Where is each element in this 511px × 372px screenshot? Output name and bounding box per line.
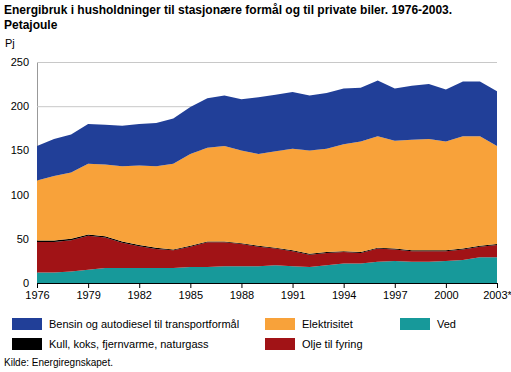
x-tick-label: 1997 bbox=[383, 289, 407, 301]
x-tick-mark bbox=[395, 283, 396, 288]
area bbox=[37, 81, 497, 181]
x-tick: 1979 bbox=[76, 283, 100, 301]
x-tick: 1976 bbox=[25, 283, 49, 301]
legend: Ved Olje til fyring Kull, koks, fjernvarme… bbox=[12, 318, 456, 350]
x-tick-mark bbox=[139, 283, 140, 288]
legend-label: Elektrisitet bbox=[302, 318, 353, 330]
x-tick-label: 1991 bbox=[281, 289, 305, 301]
legend-label: Olje til fyring bbox=[302, 338, 363, 350]
y-axis-line bbox=[38, 63, 498, 284]
x-tick-mark bbox=[446, 283, 447, 288]
x-tick: 1994 bbox=[332, 283, 356, 301]
y-tick-label: 250 bbox=[11, 56, 29, 68]
x-tick: 2003* bbox=[483, 283, 511, 301]
y-axis-label: Pj bbox=[5, 37, 15, 49]
x-tick-mark bbox=[344, 283, 345, 288]
x-tick: 1988 bbox=[230, 283, 254, 301]
x-tick-mark bbox=[293, 283, 294, 288]
legend-swatch bbox=[265, 338, 295, 350]
plot-area bbox=[37, 81, 497, 283]
x-tick-mark bbox=[37, 283, 38, 288]
grid-line bbox=[37, 62, 497, 63]
x-tick: 1982 bbox=[127, 283, 151, 301]
x-tick: 1997 bbox=[383, 283, 407, 301]
x-axis: 1976 1979 1982 1985 1988 1991 1994 1997 2000 2003… bbox=[25, 283, 511, 301]
x-tick-label: 1988 bbox=[230, 289, 254, 301]
x-tick-mark bbox=[88, 283, 89, 288]
x-axis-line bbox=[38, 284, 498, 289]
x-tick-label: 1982 bbox=[127, 289, 151, 301]
subtitle: Petajoule bbox=[4, 18, 58, 32]
y-tick-label: 0 bbox=[23, 277, 29, 289]
legend-label: Bensin og autodiesel til transportformål bbox=[49, 318, 239, 330]
source: Kilde: Energiregnskapet. bbox=[4, 357, 113, 368]
x-tick-mark bbox=[497, 283, 498, 288]
y-axis: 0 50 100 150 200 250 bbox=[11, 56, 497, 289]
x-tick-label: 1994 bbox=[332, 289, 356, 301]
x-tick-label: 1979 bbox=[76, 289, 100, 301]
title: Energibruk i husholdninger til stasjonær… bbox=[4, 3, 452, 17]
x-tick-label: 2003* bbox=[483, 289, 511, 301]
y-tick-label: 50 bbox=[17, 233, 29, 245]
legend-swatch bbox=[400, 318, 430, 330]
x-tick-mark bbox=[190, 283, 191, 288]
x-tick: 1985 bbox=[179, 283, 203, 301]
legend-swatch bbox=[12, 318, 42, 330]
x-tick-label: 1985 bbox=[179, 289, 203, 301]
x-tick-label: 1976 bbox=[25, 289, 49, 301]
y-tick-label: 150 bbox=[11, 144, 29, 156]
y-tick: 250 bbox=[11, 56, 497, 68]
legend-swatch bbox=[265, 318, 295, 330]
legend-label: Kull, koks, fjernvarme, naturgass bbox=[49, 338, 209, 350]
chart: Energibruk i husholdninger til stasjonær… bbox=[0, 0, 511, 372]
legend-label: Ved bbox=[437, 318, 456, 330]
x-tick: 1991 bbox=[281, 283, 305, 301]
x-tick-label: 2000 bbox=[434, 289, 458, 301]
legend-swatch bbox=[12, 338, 42, 350]
x-tick: 2000 bbox=[434, 283, 458, 301]
x-tick-mark bbox=[241, 283, 242, 288]
y-tick-label: 200 bbox=[11, 100, 29, 112]
y-tick-label: 100 bbox=[11, 189, 29, 201]
